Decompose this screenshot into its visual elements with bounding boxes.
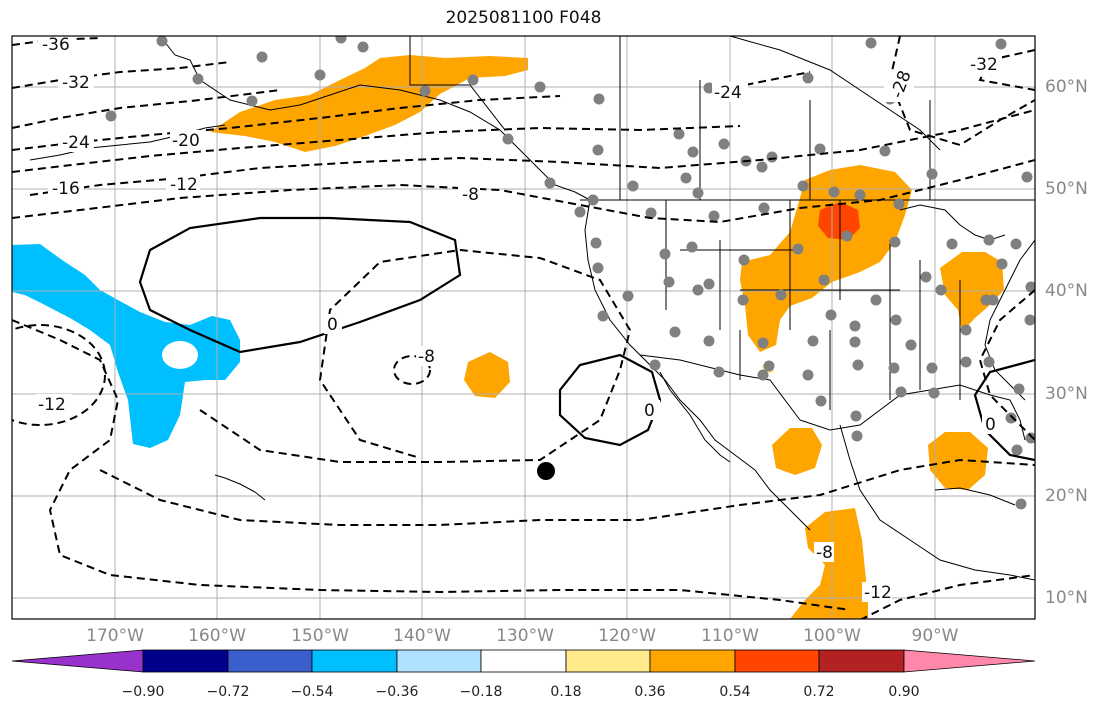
contour-label: 0 bbox=[327, 315, 338, 335]
pacific-small-orange bbox=[464, 352, 510, 398]
colorbar-extend-high bbox=[903, 649, 1036, 673]
lon-label: 100°W bbox=[803, 626, 861, 646]
colorbar-tick: 0.54 bbox=[719, 684, 751, 700]
us-orange-shading bbox=[740, 165, 912, 352]
red-max-shading bbox=[818, 202, 860, 240]
contour-label: -8 bbox=[816, 543, 833, 563]
lat-label: 30°N bbox=[1045, 384, 1088, 404]
contour-label: -36 bbox=[42, 35, 70, 55]
colorbar-segment bbox=[734, 649, 820, 673]
contour-label: -12 bbox=[38, 395, 66, 415]
lon-label: 150°W bbox=[291, 626, 349, 646]
lon-label: 130°W bbox=[496, 626, 554, 646]
contour-label: -32 bbox=[970, 55, 998, 75]
colorbar-segment bbox=[480, 649, 567, 673]
contour-label: -12 bbox=[170, 175, 198, 195]
alaska-orange-shading bbox=[210, 55, 528, 152]
baja bbox=[659, 371, 731, 463]
lat-label: 60°N bbox=[1045, 77, 1088, 97]
contour-label: -24 bbox=[714, 83, 742, 103]
lon-label: 120°W bbox=[598, 626, 656, 646]
mexico-orange-shading bbox=[772, 428, 822, 475]
lon-label: 140°W bbox=[393, 626, 451, 646]
colorbar-tick: −0.72 bbox=[206, 684, 250, 700]
colorbar-tick: 0.90 bbox=[888, 684, 920, 700]
colorbar-tick: −0.18 bbox=[459, 684, 503, 700]
aleutians bbox=[29, 124, 226, 161]
mexico-border bbox=[639, 354, 801, 421]
shading-layer bbox=[12, 55, 1004, 619]
contour-label: 0 bbox=[644, 401, 655, 421]
contour-label: -12 bbox=[864, 583, 892, 603]
west-coast bbox=[584, 199, 811, 531]
station-markers bbox=[105, 36, 1035, 510]
contour-label: 0 bbox=[985, 415, 996, 435]
mexico-gulf bbox=[839, 424, 1035, 581]
colorbar-segment bbox=[565, 649, 651, 673]
colorbar-tick: −0.90 bbox=[121, 684, 165, 700]
lat-label: 40°N bbox=[1045, 281, 1088, 301]
colorbar-segment bbox=[227, 649, 313, 673]
lat-label: 50°N bbox=[1045, 179, 1088, 199]
contour-label: -8 bbox=[462, 185, 479, 205]
lon-label: 110°W bbox=[701, 626, 759, 646]
hudson-bay bbox=[729, 36, 941, 151]
contour-label-group: -36 -32 -24 -20 -16 -12 -8 0 -8 0 -24 -2… bbox=[36, 34, 1002, 603]
colorbar-segment bbox=[142, 649, 229, 673]
lat-label: 10°N bbox=[1045, 588, 1088, 608]
central-america-orange bbox=[790, 508, 868, 619]
colorbar-segment bbox=[311, 649, 398, 673]
center-marker bbox=[537, 462, 555, 480]
colorbar-segment bbox=[396, 649, 482, 673]
colorbar-tick: −0.54 bbox=[290, 684, 334, 700]
contour-label: -32 bbox=[62, 73, 90, 93]
east-orange-shading bbox=[940, 252, 1004, 332]
cuba bbox=[934, 487, 1016, 506]
colorbar-extend-low bbox=[11, 649, 144, 673]
colorbar-tick: 0.36 bbox=[634, 684, 666, 700]
map-title: 2025081100 F048 bbox=[445, 8, 602, 28]
contour-label: -20 bbox=[172, 131, 200, 151]
colorbar bbox=[11, 649, 1036, 673]
colorbar-tick: −0.36 bbox=[375, 684, 419, 700]
contour-label: -16 bbox=[52, 179, 80, 199]
blue-hole bbox=[162, 341, 198, 369]
colorbar-tick: 0.18 bbox=[550, 684, 582, 700]
colorbar-tick: 0.72 bbox=[803, 684, 835, 700]
map-frame bbox=[11, 35, 1036, 620]
coastlines bbox=[29, 36, 1035, 581]
east-coast bbox=[984, 239, 1035, 401]
colorbar-segment bbox=[818, 649, 905, 673]
hawaii bbox=[214, 474, 266, 501]
canada-provinces bbox=[619, 36, 931, 200]
lon-label: 90°W bbox=[911, 626, 959, 646]
ak-border bbox=[409, 36, 506, 131]
lon-label: 160°W bbox=[188, 626, 246, 646]
contour-label: -24 bbox=[62, 133, 90, 153]
pacific-blue-shading bbox=[12, 244, 240, 448]
colorbar-segment bbox=[649, 649, 736, 673]
lon-label: 170°W bbox=[86, 626, 144, 646]
contour-label: -8 bbox=[418, 347, 435, 367]
lat-label: 20°N bbox=[1045, 486, 1088, 506]
